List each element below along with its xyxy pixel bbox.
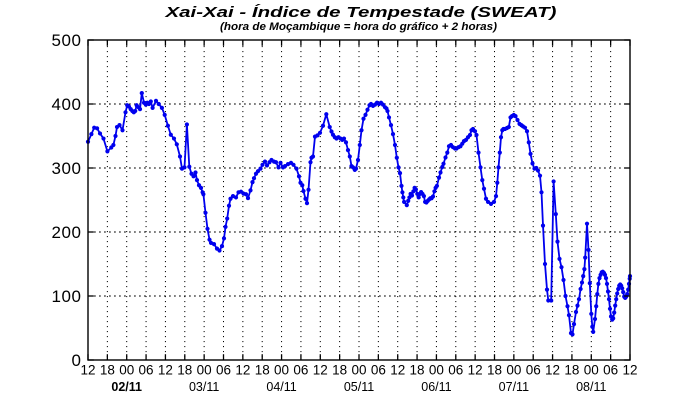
svg-text:18: 18 <box>332 363 347 378</box>
svg-text:06: 06 <box>293 363 308 378</box>
svg-text:18: 18 <box>255 363 270 378</box>
svg-text:03/11: 03/11 <box>189 380 219 394</box>
svg-text:06: 06 <box>371 363 386 378</box>
svg-text:100: 100 <box>51 287 81 306</box>
svg-text:05/11: 05/11 <box>344 380 374 394</box>
svg-text:12: 12 <box>235 363 250 378</box>
svg-text:00: 00 <box>429 363 444 378</box>
svg-text:06: 06 <box>526 363 541 378</box>
svg-text:02/11: 02/11 <box>111 380 142 394</box>
svg-text:18: 18 <box>487 363 502 378</box>
svg-text:08/11: 08/11 <box>576 380 606 394</box>
svg-text:00: 00 <box>197 363 212 378</box>
svg-text:18: 18 <box>100 363 115 378</box>
svg-text:(hora de Moçambique = hora do: (hora de Moçambique = hora do gráfico + … <box>220 21 497 33</box>
svg-text:04/11: 04/11 <box>266 380 296 394</box>
svg-text:12: 12 <box>80 363 95 378</box>
svg-text:12: 12 <box>390 363 405 378</box>
svg-text:00: 00 <box>351 363 366 378</box>
svg-text:07/11: 07/11 <box>499 380 529 394</box>
svg-text:400: 400 <box>51 95 81 114</box>
svg-text:200: 200 <box>51 223 81 242</box>
svg-text:12: 12 <box>158 363 173 378</box>
svg-text:00: 00 <box>506 363 521 378</box>
svg-text:06: 06 <box>603 363 618 378</box>
svg-text:00: 00 <box>119 363 134 378</box>
svg-text:06: 06 <box>216 363 231 378</box>
svg-text:00: 00 <box>584 363 599 378</box>
svg-text:18: 18 <box>564 363 579 378</box>
svg-text:18: 18 <box>177 363 192 378</box>
svg-text:500: 500 <box>51 31 81 50</box>
svg-text:00: 00 <box>274 363 289 378</box>
svg-text:06: 06 <box>448 363 463 378</box>
svg-text:300: 300 <box>51 159 81 178</box>
svg-text:0: 0 <box>71 351 81 370</box>
svg-text:18: 18 <box>410 363 425 378</box>
svg-text:06/11: 06/11 <box>421 380 451 394</box>
svg-text:12: 12 <box>622 363 637 378</box>
svg-text:12: 12 <box>468 363 483 378</box>
svg-text:12: 12 <box>313 363 328 378</box>
svg-text:12: 12 <box>545 363 560 378</box>
svg-text:06: 06 <box>139 363 154 378</box>
svg-text:Xai-Xai - Índice de Tempestade: Xai-Xai - Índice de Tempestade (SWEAT) <box>164 4 557 21</box>
